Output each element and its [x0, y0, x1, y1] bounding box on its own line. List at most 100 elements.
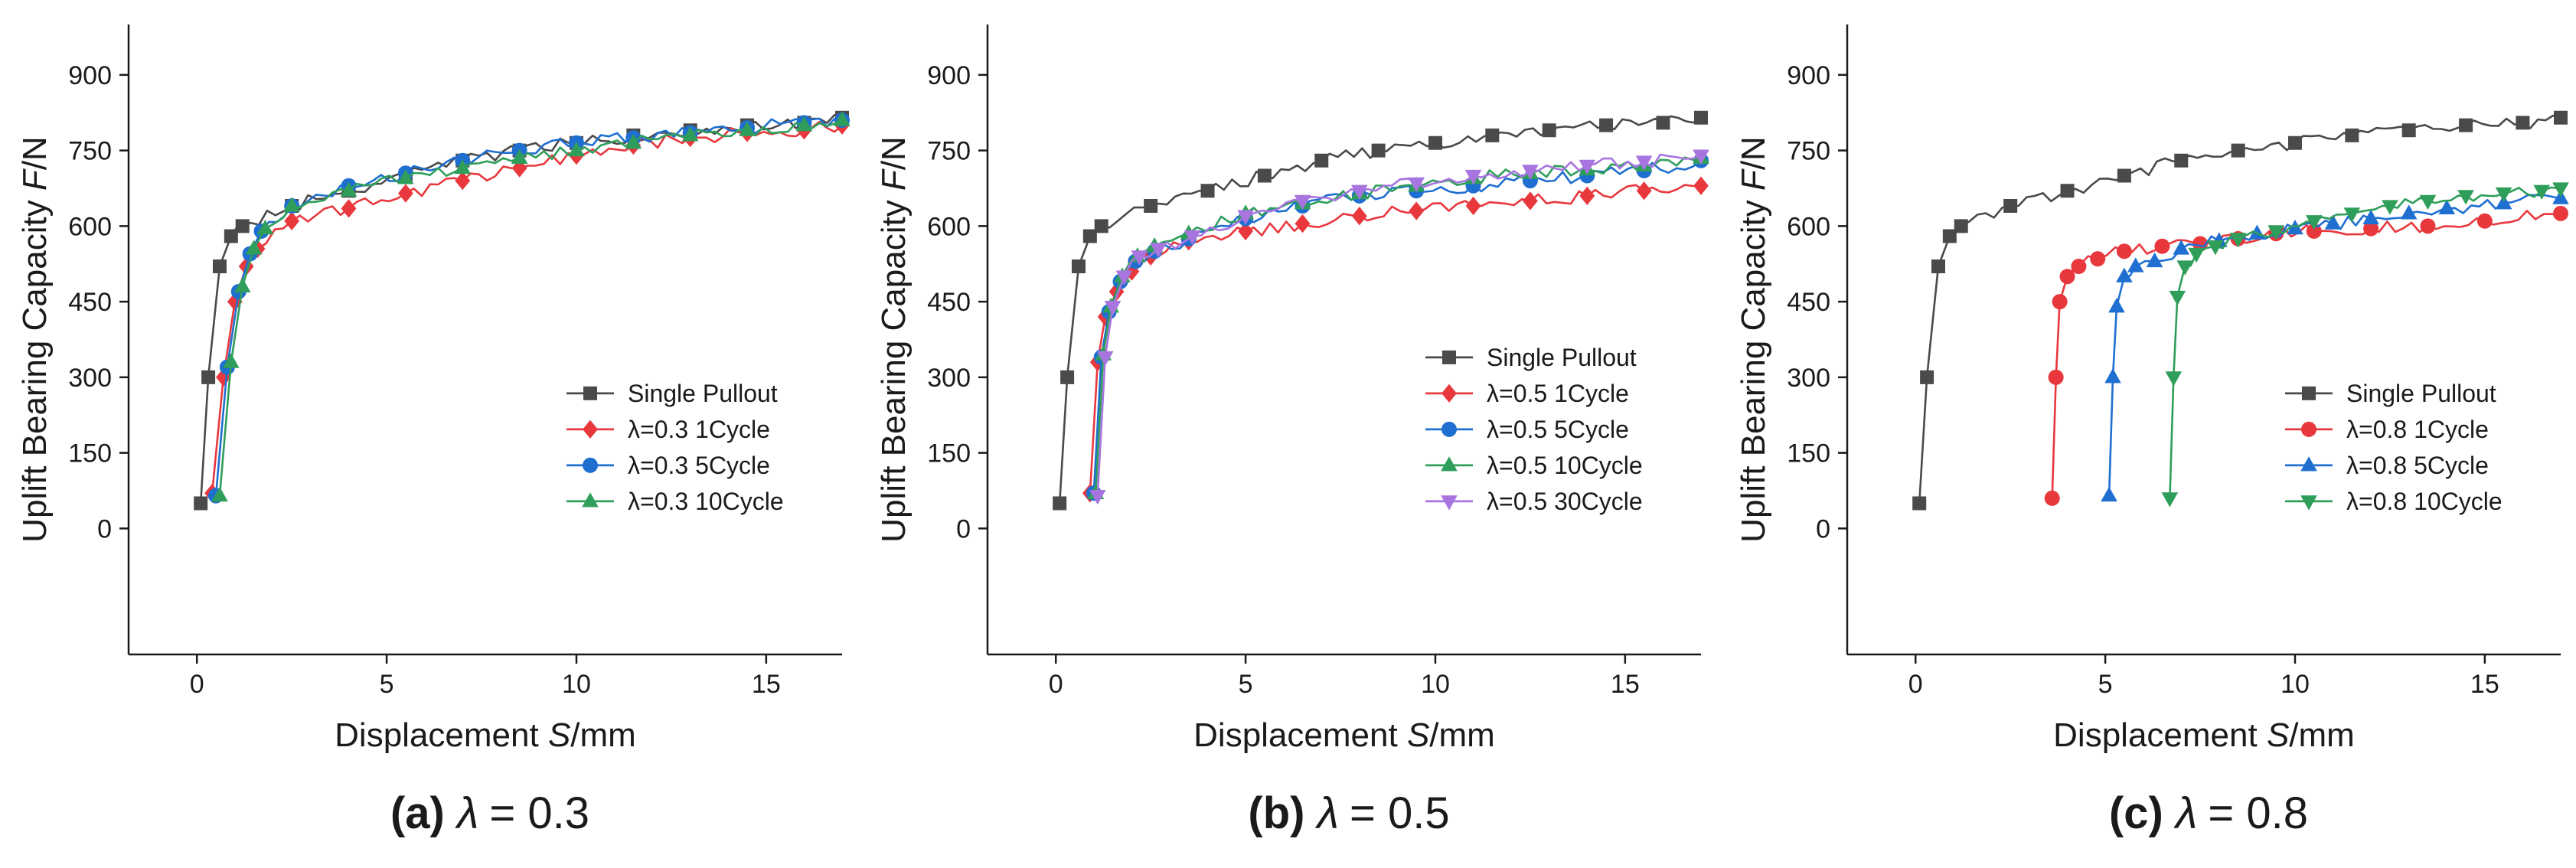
y-tick-label: 150: [1787, 439, 1830, 468]
series-line: [1095, 156, 1702, 494]
data-point: [233, 277, 251, 293]
data-point: [1294, 194, 1311, 210]
legend-marker: [2300, 456, 2317, 472]
data-point: [397, 169, 414, 184]
y-tick-label: 150: [68, 439, 112, 468]
series-1: [1053, 110, 1708, 511]
y-tick-label: 300: [1787, 364, 1830, 393]
data-point: [2419, 194, 2437, 210]
data-point: [1656, 116, 1670, 130]
legend-marker: [2302, 386, 2316, 400]
y-tick-label: 0: [97, 514, 112, 543]
y-axis-title-unit: /N: [1735, 136, 1772, 170]
legend-label: Single Pullout: [1487, 344, 1637, 371]
y-tick-label: 150: [927, 439, 971, 468]
panel-caption: (c) λ = 0.8: [2109, 788, 2308, 838]
y-tick-label: 300: [68, 364, 112, 393]
x-axis-title-unit: /mm: [570, 716, 636, 754]
legend: Single Pullout λ=0.3 1Cycle λ=0.3 5Cycle λ=…: [566, 380, 784, 515]
series-3: [1086, 152, 1709, 501]
y-axis-title-unit: /N: [16, 136, 54, 170]
data-point: [2231, 143, 2245, 158]
data-point: [2438, 199, 2456, 214]
data-point: [2048, 369, 2064, 385]
data-point: [1599, 118, 1614, 132]
data-point: [2174, 153, 2189, 168]
data-point: [1428, 135, 1442, 150]
x-axis-title: Displacement S/mm: [2053, 716, 2355, 754]
data-point: [795, 116, 813, 132]
y-tick-label: 900: [1787, 61, 1830, 90]
data-point: [2169, 290, 2186, 306]
data-point: [1131, 250, 1148, 266]
y-axis-title-unit: /N: [875, 136, 913, 170]
data-point: [2146, 252, 2163, 268]
data-point: [2161, 492, 2179, 507]
data-point: [212, 259, 227, 274]
x-tick-label: 15: [2470, 670, 2499, 699]
data-point: [2003, 199, 2018, 214]
data-point: [201, 370, 216, 384]
legend-label: λ=0.5 1Cycle: [1487, 380, 1629, 407]
data-point: [1238, 221, 1254, 241]
data-point: [681, 126, 699, 142]
data-point: [1257, 168, 1272, 183]
data-point: [1694, 110, 1708, 125]
panel-caption: (a) λ = 0.3: [390, 788, 589, 838]
x-tick-label: 15: [1611, 670, 1640, 699]
data-point: [2044, 490, 2060, 506]
x-tick-label: 10: [562, 670, 591, 699]
series-3: [208, 113, 850, 504]
data-point: [340, 181, 358, 197]
data-point: [2188, 247, 2205, 263]
x-axis-title-prefix: Displacement: [2053, 716, 2267, 754]
data-point: [2495, 187, 2512, 203]
data-point: [2287, 135, 2302, 150]
data-point: [2516, 116, 2530, 130]
y-axis-title-prefix: Uplift Bearing Capacity: [875, 191, 913, 543]
caption-label: (b): [1248, 788, 1304, 838]
series-2: [204, 116, 850, 503]
legend-marker: [1441, 495, 1458, 511]
legend-label: λ=0.3 5Cycle: [628, 452, 770, 479]
data-point: [1465, 196, 1481, 216]
series-4: [2161, 182, 2569, 507]
x-tick-label: 5: [380, 670, 394, 699]
data-point: [1371, 143, 1386, 158]
x-axis-title: Displacement S/mm: [335, 716, 636, 754]
y-tick-label: 750: [68, 137, 112, 166]
data-point: [224, 229, 238, 243]
data-point: [1351, 184, 1368, 200]
x-tick-label: 5: [1239, 670, 1253, 699]
data-point: [256, 219, 274, 235]
data-point: [2192, 236, 2209, 252]
data-point: [1523, 191, 1538, 210]
series-5: [1089, 149, 1709, 505]
y-tick-label: 600: [68, 212, 112, 241]
x-axis-title-unit: /mm: [2289, 716, 2355, 754]
legend-marker: [583, 386, 597, 400]
y-tick-label: 750: [1787, 137, 1830, 166]
legend-label: λ=0.3 10Cycle: [628, 488, 784, 515]
data-point: [2101, 486, 2117, 502]
x-tick-label: 10: [1421, 670, 1450, 699]
series-2: [2044, 205, 2568, 506]
data-point: [834, 111, 851, 126]
legend-label: λ=0.5 30Cycle: [1487, 488, 1643, 515]
caption-symbol: λ: [1314, 788, 1339, 838]
legend-marker: [583, 457, 598, 473]
data-point: [2345, 128, 2359, 142]
y-tick-label: 900: [927, 61, 971, 90]
y-tick-label: 750: [927, 137, 971, 166]
legend-marker: [583, 419, 598, 439]
data-point: [2343, 207, 2361, 223]
y-axis-title-var: F: [16, 168, 54, 191]
series-3: [2101, 189, 2569, 502]
data-point: [2127, 257, 2144, 272]
y-axis-title-prefix: Uplift Bearing Capacity: [1735, 191, 1772, 543]
caption-value: = 0.8: [2208, 788, 2308, 838]
data-point: [739, 121, 756, 136]
series-line: [1089, 184, 1702, 494]
data-point: [2104, 368, 2121, 383]
